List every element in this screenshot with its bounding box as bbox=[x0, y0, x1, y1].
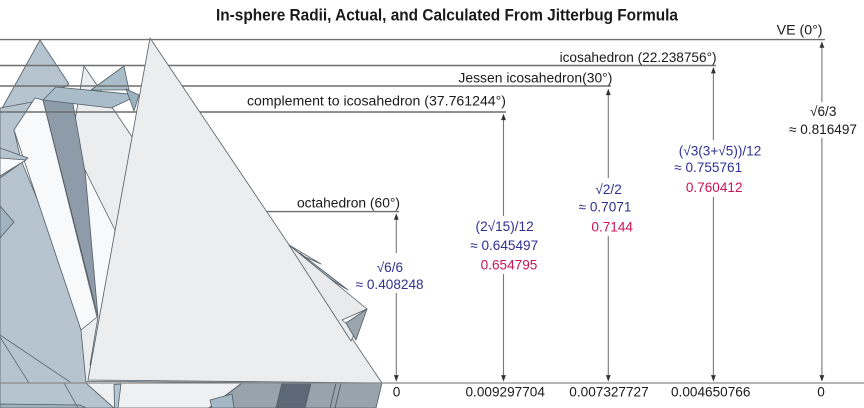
svg-text:0: 0 bbox=[817, 384, 825, 399]
svg-text:≈ 0.7071: ≈ 0.7071 bbox=[579, 199, 632, 214]
svg-text:complement to icosahedron (37.: complement to icosahedron (37.761244°) bbox=[247, 93, 506, 109]
svg-text:(2√15)/12: (2√15)/12 bbox=[476, 219, 534, 234]
svg-text:0.760412: 0.760412 bbox=[686, 180, 743, 195]
svg-text:0.7144: 0.7144 bbox=[591, 219, 633, 234]
svg-text:√6/3: √6/3 bbox=[810, 104, 836, 119]
svg-text:≈ 0.755761: ≈ 0.755761 bbox=[674, 160, 742, 175]
svg-text:≈ 0.816497: ≈ 0.816497 bbox=[789, 122, 857, 137]
svg-text:VE (0°): VE (0°) bbox=[777, 22, 823, 38]
svg-text:(√3(3+√5))/12: (√3(3+√5))/12 bbox=[679, 143, 762, 158]
svg-text:≈ 0.645497: ≈ 0.645497 bbox=[470, 238, 538, 253]
svg-text:0.004650766: 0.004650766 bbox=[671, 384, 750, 399]
svg-text:0: 0 bbox=[393, 384, 401, 399]
svg-text:√6/6: √6/6 bbox=[377, 260, 403, 275]
svg-text:0.654795: 0.654795 bbox=[481, 258, 538, 273]
svg-text:In-sphere Radii, Actual, and C: In-sphere Radii, Actual, and Calculated … bbox=[216, 7, 679, 25]
svg-text:icosahedron (22.238756°): icosahedron (22.238756°) bbox=[560, 50, 717, 66]
svg-text:Jessen icosahedron(30°): Jessen icosahedron(30°) bbox=[458, 71, 612, 87]
svg-text:√2/2: √2/2 bbox=[595, 182, 621, 197]
svg-text:0.007327727: 0.007327727 bbox=[569, 384, 648, 399]
svg-text:octahedron (60°): octahedron (60°) bbox=[297, 195, 400, 211]
svg-text:0.009297704: 0.009297704 bbox=[466, 384, 546, 399]
svg-text:≈ 0.408248: ≈ 0.408248 bbox=[356, 277, 424, 292]
